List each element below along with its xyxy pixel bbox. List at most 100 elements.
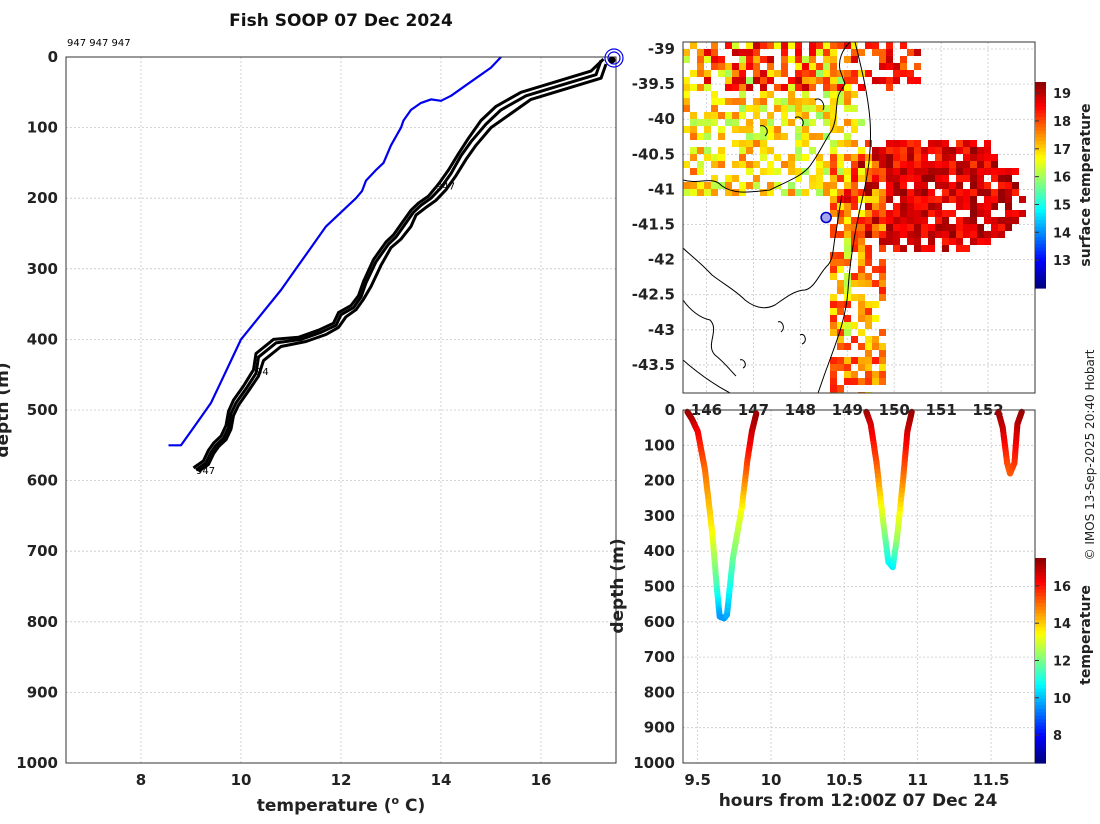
sst-pixel [1012, 182, 1019, 189]
sst-pixel [830, 385, 837, 392]
sst-colorbar-segment [1035, 85, 1046, 89]
sst-pixel [760, 84, 767, 91]
sst-pixel [760, 91, 767, 98]
sst-pixel [935, 203, 942, 210]
sst-pixel [697, 168, 704, 175]
sst-pixel [900, 168, 907, 175]
sst-pixel [830, 196, 837, 203]
sst-pixel [865, 189, 872, 196]
sst-pixel [900, 63, 907, 70]
sst-colorbar-segment [1035, 89, 1046, 93]
sst-pixel [893, 63, 900, 70]
profile-y-tick-label: 100 [27, 119, 58, 137]
sst-colorbar-segment [1035, 230, 1046, 234]
sst-pixel [830, 266, 837, 273]
sst-colorbar-segment [1035, 161, 1046, 165]
sst-pixel [830, 182, 837, 189]
sst-pixel [830, 84, 837, 91]
sst-pixel [865, 168, 872, 175]
sst-pixel [921, 210, 928, 217]
temperature-colorbar-segment [1035, 756, 1046, 760]
sst-pixel [879, 280, 886, 287]
sst-pixel [872, 49, 879, 56]
sst-colorbar-segment [1035, 261, 1046, 265]
sst-pixel [865, 42, 872, 49]
profile-y-tick-label: 500 [27, 401, 58, 419]
sst-pixel [732, 49, 739, 56]
sst-pixel [865, 322, 872, 329]
sst-pixel [683, 56, 690, 63]
sst-pixel [753, 105, 760, 112]
sst-pixel [872, 378, 879, 385]
top-profile-labels: 947 947 947 [67, 38, 131, 49]
sst-pixel [879, 63, 886, 70]
sst-pixel [942, 168, 949, 175]
temperature-colorbar-segment [1035, 561, 1046, 565]
sst-pixel [837, 252, 844, 259]
section-y-tick-label: 0 [665, 401, 675, 419]
sst-pixel [858, 252, 865, 259]
sst-pixel [823, 168, 830, 175]
sst-pixel [844, 315, 851, 322]
sst-pixel [816, 105, 823, 112]
sst-pixel [872, 189, 879, 196]
sst-pixel [774, 154, 781, 161]
section-y-tick-label: 600 [644, 613, 675, 631]
sst-colorbar-segment [1035, 82, 1046, 86]
map-y-tick-label: -39.5 [632, 75, 675, 93]
sst-pixel [956, 147, 963, 154]
temperature-profile-line [196, 61, 601, 471]
temperature-colorbar-segment [1035, 722, 1046, 726]
sst-pixel [991, 175, 998, 182]
sst-pixel [851, 140, 858, 147]
sst-pixel [886, 140, 893, 147]
sst-pixel [865, 140, 872, 147]
section-y-tick-label: 900 [644, 719, 675, 737]
sst-pixel [844, 238, 851, 245]
sst-pixel [886, 49, 893, 56]
sst-pixel [837, 168, 844, 175]
sst-pixel [956, 217, 963, 224]
sst-pixel [844, 91, 851, 98]
sst-pixel [851, 161, 858, 168]
sst-colorbar-segment [1035, 123, 1046, 127]
sst-pixel [858, 147, 865, 154]
sst-pixel [753, 56, 760, 63]
sst-pixel [858, 308, 865, 315]
sst-pixel [760, 168, 767, 175]
sst-pixel [830, 70, 837, 77]
sst-pixel [718, 154, 725, 161]
sst-pixel [746, 168, 753, 175]
sst-pixel [697, 161, 704, 168]
sst-pixel [830, 98, 837, 105]
sst-pixel [970, 175, 977, 182]
sst-pixel [977, 210, 984, 217]
sst-pixel [802, 70, 809, 77]
sst-pixel [893, 245, 900, 252]
temperature-colorbar-segment [1035, 650, 1046, 654]
sst-colorbar-segment [1035, 271, 1046, 275]
profile-y-tick-label: 300 [27, 260, 58, 278]
sst-pixel [739, 154, 746, 161]
sst-pixel [830, 175, 837, 182]
sst-pixel [739, 182, 746, 189]
sst-pixel [781, 119, 788, 126]
sst-pixel [753, 98, 760, 105]
sst-pixel [844, 196, 851, 203]
temperature-colorbar-segment [1035, 613, 1046, 617]
section-x-axis-label: hours from 12:00Z 07 Dec 24 [719, 791, 998, 811]
temperature-colorbar-segment [1035, 674, 1046, 678]
section-y-tick-label: 400 [644, 542, 675, 560]
sst-colorbar-segment [1035, 274, 1046, 278]
temperature-colorbar-segment [1035, 712, 1046, 716]
sst-pixel [746, 147, 753, 154]
sst-pixel [851, 182, 858, 189]
sst-pixel [858, 84, 865, 91]
sst-pixel [767, 63, 774, 70]
sst-pixel [872, 224, 879, 231]
sst-pixel [823, 70, 830, 77]
section-x-tick-label: 11 [907, 771, 928, 789]
sst-pixel [984, 168, 991, 175]
sst-pixel [844, 301, 851, 308]
